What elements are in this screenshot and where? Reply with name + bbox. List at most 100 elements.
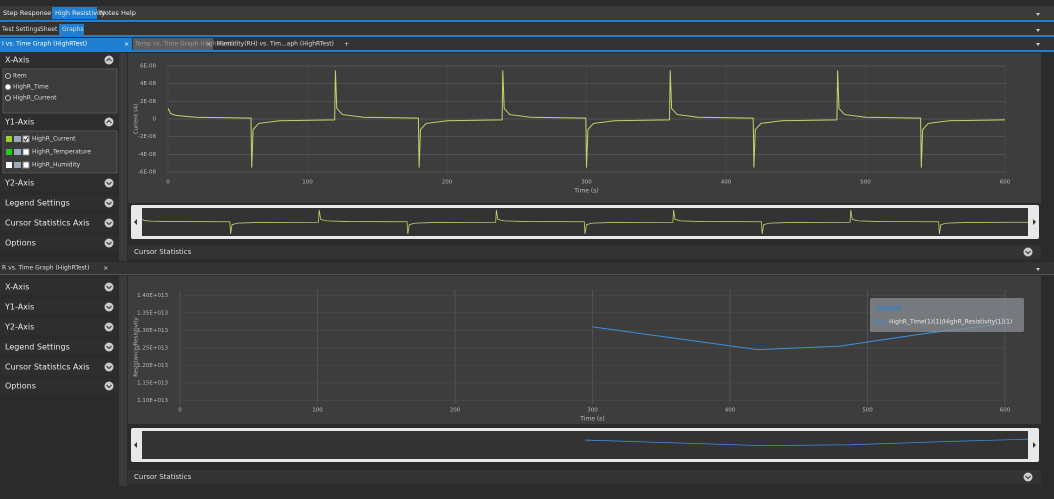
section-title: Legend Settings bbox=[5, 343, 70, 352]
expand-icon[interactable] bbox=[104, 55, 114, 65]
menu-underline bbox=[0, 20, 1054, 22]
section-header[interactable] bbox=[0, 378, 118, 394]
menu-item[interactable]: Step Response bbox=[3, 9, 51, 17]
x-tick-label: 300 bbox=[581, 180, 592, 186]
section-header[interactable] bbox=[0, 215, 118, 231]
expand-icon[interactable] bbox=[104, 198, 114, 208]
add-tab[interactable]: + bbox=[344, 40, 349, 48]
color-swatch[interactable] bbox=[6, 162, 12, 168]
inactive-tab[interactable] bbox=[133, 38, 213, 50]
plot-background bbox=[128, 53, 1041, 203]
section-title: Cursor Statistics Axis bbox=[5, 219, 90, 228]
section-header[interactable] bbox=[0, 299, 118, 315]
expand-icon[interactable] bbox=[104, 218, 114, 228]
menu-item[interactable]: Notes bbox=[100, 9, 119, 17]
style-box[interactable] bbox=[14, 162, 21, 168]
graph-tab-underline bbox=[0, 50, 1054, 52]
y-tick-label: -6E-08 bbox=[138, 170, 156, 176]
section-header[interactable] bbox=[0, 279, 118, 295]
tab-close[interactable]: × bbox=[124, 40, 129, 48]
menu-bar bbox=[0, 6, 1054, 20]
x-tick-label: 300 bbox=[587, 408, 598, 414]
style-box[interactable] bbox=[14, 149, 21, 155]
y1-axis-list bbox=[2, 130, 118, 174]
chevron bbox=[106, 119, 112, 124]
expand-icon[interactable] bbox=[104, 381, 114, 391]
dropdown-arrow[interactable] bbox=[1036, 268, 1040, 271]
overview-left-arrow[interactable] bbox=[134, 219, 137, 225]
expand-icon[interactable] bbox=[104, 282, 114, 292]
x-tick-label: 400 bbox=[721, 180, 732, 186]
expand-icon[interactable] bbox=[104, 362, 114, 372]
checkmark bbox=[23, 136, 29, 142]
section-header[interactable] bbox=[0, 52, 118, 68]
expand-icon[interactable] bbox=[104, 178, 114, 188]
y-tick-label: 6E-08 bbox=[140, 63, 156, 69]
scrollbar[interactable] bbox=[119, 276, 127, 486]
section-header[interactable] bbox=[0, 339, 118, 355]
expand-icon[interactable] bbox=[104, 322, 114, 332]
subtab[interactable]: Graphs bbox=[62, 26, 84, 33]
radio[interactable] bbox=[5, 84, 11, 90]
radio[interactable] bbox=[5, 95, 11, 101]
x-tick-label: 400 bbox=[725, 408, 736, 414]
expand-icon[interactable] bbox=[104, 342, 114, 352]
menu-item[interactable]: Help bbox=[121, 9, 136, 17]
chevron bbox=[106, 181, 112, 186]
section-header[interactable] bbox=[0, 195, 118, 211]
x-tick-label: 600 bbox=[1000, 408, 1011, 414]
tab-close[interactable]: × bbox=[206, 40, 211, 48]
overview-right-arrow[interactable] bbox=[1033, 219, 1036, 225]
chevron bbox=[106, 384, 112, 389]
y-tick-label: 1.25E+013 bbox=[137, 345, 168, 351]
y-tick-label: -2E-08 bbox=[138, 134, 156, 140]
subtab[interactable]: Test Settings bbox=[1, 26, 40, 33]
expand-icon[interactable] bbox=[1023, 472, 1033, 482]
menu-item[interactable]: High Resistivity bbox=[55, 9, 105, 17]
scrollbar[interactable] bbox=[119, 53, 127, 261]
checkbox[interactable] bbox=[22, 148, 30, 156]
cursor-statistics-bar[interactable] bbox=[128, 470, 1041, 484]
overview-line bbox=[584, 438, 1029, 447]
overview-right-arrow[interactable] bbox=[1033, 442, 1036, 448]
dropdown-arrow[interactable] bbox=[1036, 43, 1040, 46]
section-header[interactable] bbox=[0, 175, 118, 191]
active-tab[interactable] bbox=[0, 38, 132, 50]
subtab[interactable]: Sheet bbox=[40, 26, 58, 33]
expand-icon[interactable] bbox=[1023, 247, 1033, 257]
x-tick-label: 500 bbox=[862, 408, 873, 414]
expand-icon[interactable] bbox=[104, 238, 114, 248]
cursor-statistics-bar[interactable] bbox=[128, 245, 1041, 259]
section-header[interactable] bbox=[0, 359, 118, 375]
x-axis-list bbox=[2, 68, 118, 114]
legend-label: HighR_Time(1)(1)/HighR_Resistivity(1)(1) bbox=[889, 319, 1012, 326]
section-header[interactable] bbox=[0, 319, 118, 335]
style-box[interactable] bbox=[14, 136, 21, 142]
color-swatch[interactable] bbox=[6, 136, 12, 142]
chevron bbox=[106, 221, 112, 226]
section-title: X-Axis bbox=[5, 283, 29, 292]
x-tick-label: 0 bbox=[166, 180, 170, 186]
chevron bbox=[1025, 475, 1031, 480]
radio[interactable] bbox=[5, 73, 11, 79]
section-title: Options bbox=[5, 382, 36, 391]
dropdown-arrow[interactable] bbox=[1036, 29, 1040, 32]
color-swatch[interactable] bbox=[6, 149, 12, 155]
overview-left-arrow[interactable] bbox=[134, 442, 137, 448]
checkbox[interactable] bbox=[22, 135, 30, 143]
cursor-statistics-title: Cursor Statistics bbox=[134, 473, 192, 481]
expand-icon[interactable] bbox=[104, 117, 114, 127]
checkbox[interactable] bbox=[22, 161, 30, 169]
section-header[interactable] bbox=[0, 235, 118, 251]
section-title: Options bbox=[5, 239, 36, 248]
expand-icon[interactable] bbox=[104, 302, 114, 312]
chevron bbox=[106, 365, 112, 370]
chevron bbox=[106, 345, 112, 350]
y-tick-label: 1.20E+013 bbox=[137, 363, 168, 369]
dropdown-arrow[interactable] bbox=[1036, 13, 1040, 16]
y-axis-label: Resistance/Resistivity bbox=[134, 316, 140, 376]
section-header[interactable] bbox=[0, 114, 118, 130]
tab-close[interactable]: × bbox=[103, 264, 108, 272]
tab-title: Temp vs. Time Graph (HighRTest) bbox=[134, 41, 234, 48]
